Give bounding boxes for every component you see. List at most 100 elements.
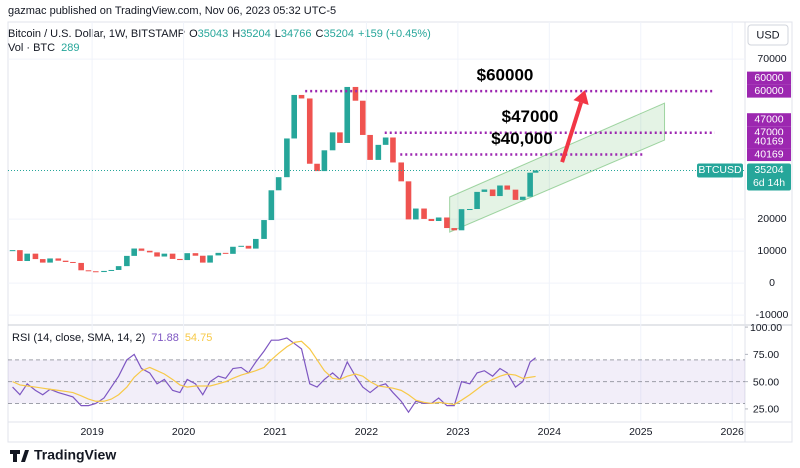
candle	[62, 260, 69, 262]
candle	[268, 190, 275, 221]
ohlc-label: C	[316, 28, 324, 40]
level-axis-label: 40169	[754, 135, 783, 147]
candle	[154, 252, 160, 257]
candle	[481, 189, 488, 192]
level-label: $40,000	[491, 129, 552, 148]
ohlc-label: H	[232, 28, 240, 40]
level-axis-box	[747, 71, 791, 85]
symbol-box	[697, 163, 743, 178]
candle	[428, 218, 435, 222]
rsi-value: 71.88	[151, 332, 179, 344]
candle	[474, 191, 480, 210]
ohlc-label: L	[275, 28, 281, 40]
candle	[253, 238, 259, 249]
candle	[444, 217, 450, 229]
candle	[398, 162, 404, 182]
countdown: 6d 14h	[753, 177, 785, 189]
rsi-tick-label: 50.00	[753, 376, 779, 388]
candle	[131, 248, 137, 256]
rsi-tick-label: 100.00	[750, 322, 782, 334]
rsi-title: RSI (14, close, SMA, 14, 2)	[12, 332, 145, 344]
logo-icon	[10, 450, 29, 462]
last-price: 35204	[754, 164, 783, 176]
level-axis-box	[747, 135, 791, 149]
candle	[192, 253, 199, 256]
level-axis-label: 60000	[754, 72, 783, 84]
x-tick-label: 2020	[172, 426, 196, 438]
footer: TradingView	[34, 447, 116, 463]
x-tick-label: 2026	[721, 426, 745, 438]
symbol: Bitcoin / U.S. Dollar, 1W, BITSTAMP	[8, 28, 185, 40]
volume-value: 289	[61, 42, 79, 54]
x-tick-label: 2019	[80, 426, 104, 438]
candle	[451, 228, 458, 231]
candle	[344, 86, 351, 143]
candle	[245, 245, 252, 249]
candle	[413, 208, 419, 220]
level-label: $47000	[502, 107, 559, 126]
symbol-label: BTCUSD	[698, 164, 742, 176]
change: +159 (+0.45%)	[358, 28, 431, 40]
symbol-line: Bitcoin / U.S. Dollar, 1W, BITSTAMP O3504…	[8, 28, 431, 40]
candle	[17, 250, 23, 262]
candle	[70, 261, 76, 263]
candle	[421, 208, 427, 219]
candle	[124, 255, 130, 267]
logo: TradingView	[10, 447, 116, 463]
candle	[329, 132, 336, 151]
level-axis-box	[747, 113, 791, 127]
arrow-shaft	[560, 101, 583, 163]
candle	[321, 150, 328, 172]
candle	[9, 250, 16, 252]
level-axis-label: 60000	[754, 85, 783, 97]
candle	[367, 134, 373, 160]
currency-button[interactable]	[747, 24, 789, 46]
candle	[238, 245, 244, 247]
currency[interactable]: USD	[756, 29, 779, 41]
rsi-tick-label: 75.00	[753, 349, 779, 361]
candle	[146, 250, 153, 253]
level-axis-box	[747, 148, 791, 162]
price-box	[747, 163, 791, 191]
candle	[375, 144, 382, 160]
candle	[138, 248, 145, 251]
y-tick-label: 0	[769, 277, 775, 289]
candle	[520, 196, 526, 200]
x-tick-label: 2025	[629, 426, 653, 438]
candle	[352, 86, 359, 101]
candle	[24, 253, 31, 262]
y-tick-label: 20000	[757, 213, 786, 225]
candle	[78, 262, 84, 271]
candle	[390, 137, 396, 163]
x-tick-label: 2021	[263, 426, 287, 438]
candle	[405, 181, 412, 220]
volume-label: Vol · BTC	[8, 42, 55, 54]
y-tick-label: 70000	[757, 53, 786, 65]
candle	[359, 100, 366, 135]
candle	[108, 269, 115, 271]
candle	[532, 170, 539, 173]
candle	[306, 98, 313, 164]
ohlc-value: 35043	[198, 28, 229, 40]
candle	[184, 253, 191, 261]
rsi-tick-label: 25.00	[753, 404, 779, 416]
candle	[489, 189, 496, 197]
candle	[298, 94, 305, 99]
published: gazmac published on TradingView.com, Nov…	[8, 5, 336, 17]
candle	[527, 172, 533, 197]
candle	[275, 177, 282, 191]
ohlc-label: O	[189, 28, 198, 40]
candle	[101, 270, 107, 273]
candle	[92, 271, 99, 273]
candle	[458, 209, 465, 231]
candle	[215, 252, 222, 256]
candle	[115, 266, 122, 270]
level-label: $60000	[477, 66, 534, 85]
x-tick-label: 2023	[446, 426, 470, 438]
candle	[55, 258, 62, 261]
frame	[7, 21, 793, 443]
ohlc-value: 34766	[281, 28, 312, 40]
candle	[177, 258, 183, 261]
candle	[39, 259, 46, 263]
